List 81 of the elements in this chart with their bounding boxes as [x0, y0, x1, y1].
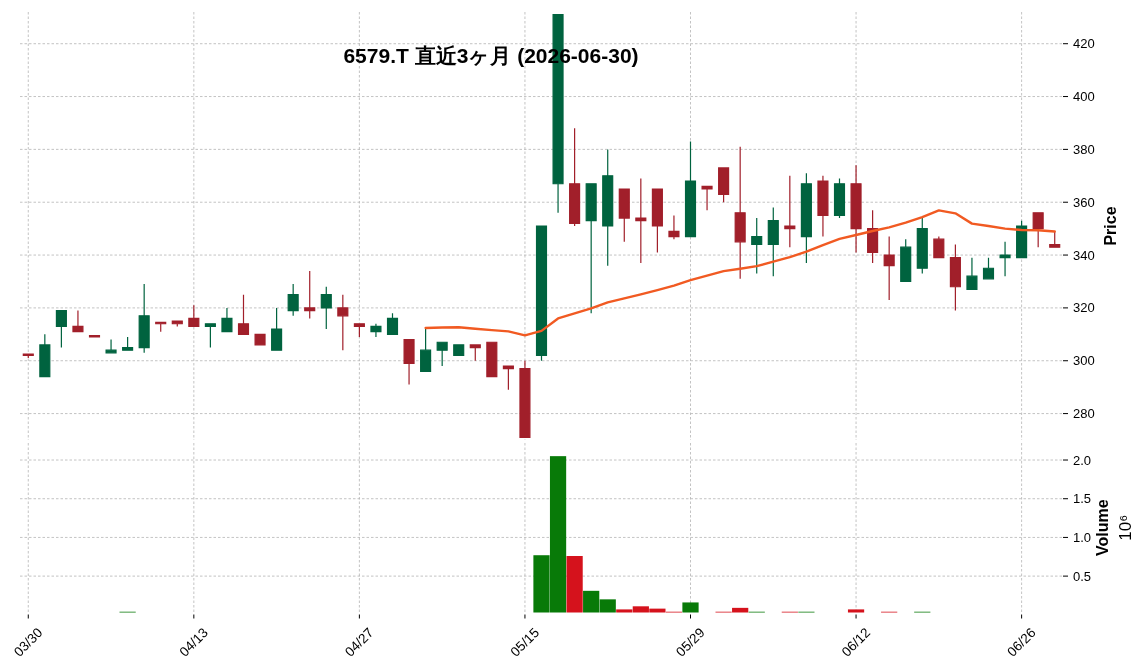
candlestick: [949, 243, 961, 312]
candlestick: [105, 339, 117, 354]
candlestick: [337, 294, 349, 351]
candlestick: [386, 312, 399, 335]
candlestick: [304, 270, 316, 320]
candlestick: [916, 217, 928, 275]
candlestick: [39, 333, 51, 378]
candlestick: [569, 127, 581, 227]
candlestick: [237, 294, 250, 335]
candlestick: [254, 333, 266, 346]
candlestick: [1049, 230, 1061, 248]
y-tick-label: 380: [1073, 141, 1095, 157]
candlestick: [1016, 220, 1028, 259]
candlestick: [403, 339, 415, 386]
bar: [566, 556, 583, 613]
candlestick: [221, 307, 233, 333]
candlestick: [72, 309, 84, 333]
y-tick-label: 400: [1073, 89, 1095, 105]
candlestick: [370, 323, 382, 338]
candlestick: [701, 185, 713, 211]
candlestick: [287, 283, 299, 317]
y-tick-label: 280: [1073, 406, 1095, 422]
y-axis-title: Price: [1102, 206, 1119, 246]
candlestick: [519, 360, 531, 438]
candlestick: [833, 177, 846, 219]
candlestick: [900, 238, 912, 283]
y-tick-label: 420: [1073, 36, 1095, 52]
candlestick: [204, 323, 216, 349]
y-tick-label: 360: [1073, 194, 1095, 210]
candlestick: [800, 172, 812, 264]
text: 10⁶: [1116, 514, 1135, 541]
y-tick-label: 300: [1073, 353, 1095, 369]
candlestick: [767, 206, 779, 277]
y-tick-label: 340: [1073, 247, 1095, 263]
candlestick: [999, 241, 1011, 277]
candlestick: [933, 235, 945, 259]
candlestick: [966, 257, 978, 291]
candlestick: [55, 309, 67, 349]
candlestick: [784, 175, 796, 248]
y-tick-label: 320: [1073, 300, 1095, 316]
candlestick: [271, 307, 283, 351]
candlestick: [867, 209, 879, 264]
y-tick-label: 2.0: [1073, 452, 1092, 468]
bar: [847, 609, 865, 613]
candlestick: [502, 365, 514, 391]
candlestick: [171, 320, 183, 327]
candlestick: [88, 335, 101, 338]
y-tick-label: 1.5: [1073, 491, 1092, 507]
candlestick: [850, 164, 862, 254]
candlestick: [734, 146, 746, 280]
candlestick: [585, 183, 597, 314]
candlestick: [651, 188, 663, 254]
candlestick: [420, 328, 432, 372]
candlestick: [469, 344, 481, 362]
candlestick: [320, 286, 332, 330]
candlestick: [751, 217, 763, 275]
candlestick: [684, 140, 697, 238]
candlestick: [453, 344, 465, 357]
candlestick: [138, 283, 150, 354]
candlestick: [635, 177, 647, 264]
candlestick: [353, 323, 365, 338]
candlestick: [188, 304, 200, 327]
candlestick: [718, 167, 730, 203]
y-tick-label: 0.5: [1073, 568, 1092, 584]
y-tick-label: 1.0: [1073, 529, 1092, 545]
candlestick: [22, 353, 34, 359]
candlestick: [817, 175, 829, 238]
candlestick: [155, 321, 167, 333]
candlestick: [602, 148, 614, 267]
line-series: [424, 209, 1056, 337]
bar: [682, 602, 699, 613]
candlestick: [982, 257, 995, 280]
candlestick: [1032, 212, 1044, 248]
candlestick: [122, 336, 134, 351]
candlestick: [668, 214, 680, 240]
candlestick: [436, 341, 448, 367]
candlestick: [486, 341, 498, 378]
candlestick: [883, 235, 895, 301]
candlestick: [618, 188, 630, 243]
y-axis-title: Volume: [1094, 499, 1111, 557]
candlestick: [535, 225, 548, 362]
